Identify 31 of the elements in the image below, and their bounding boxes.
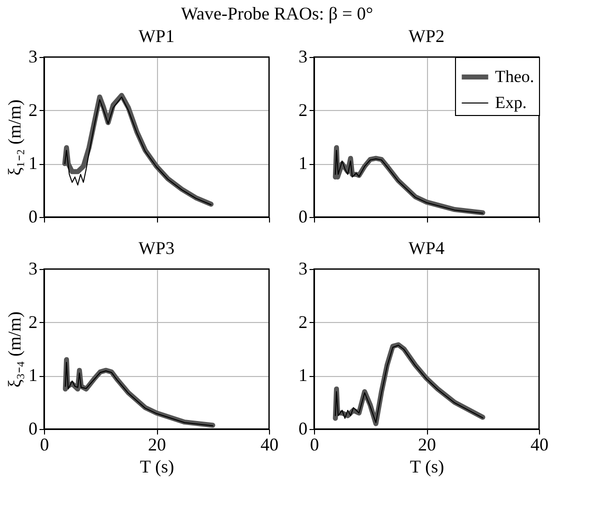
x-axis-title: T (s) xyxy=(410,456,444,476)
chart-title: WP2 xyxy=(408,26,444,46)
x-tick-label: 40 xyxy=(260,434,278,454)
y-tick-label: 2 xyxy=(298,312,308,332)
y-tick-label: 0 xyxy=(28,418,38,438)
y-tick-label: 1 xyxy=(298,153,308,174)
y-axis-title: ξ₃₋₄ (m/m) xyxy=(4,311,24,388)
y-tick-label: 3 xyxy=(298,258,308,278)
x-tick-label: 40 xyxy=(530,434,548,454)
y-tick-label: 0 xyxy=(298,206,308,226)
chart-title: WP3 xyxy=(138,238,174,258)
text: Wave-Probe RAOs: β = 0° xyxy=(180,4,374,24)
y-tick-label: 0 xyxy=(298,418,308,438)
chart-title: WP4 xyxy=(408,238,444,258)
y-tick-label: 0 xyxy=(28,206,38,226)
chart-title: WP1 xyxy=(138,26,174,46)
x-tick-label: 20 xyxy=(148,434,166,454)
legend-label: Exp. xyxy=(495,93,527,112)
y-tick-label: 2 xyxy=(298,100,308,120)
y-tick-label: 3 xyxy=(298,46,308,66)
legend-label: Theo. xyxy=(495,67,534,86)
y-tick-label: 3 xyxy=(28,46,38,66)
y-axis-title: ξ₁₋₂ (m/m) xyxy=(4,99,24,176)
y-tick-label: 3 xyxy=(28,258,38,278)
y-tick-label: 1 xyxy=(28,365,38,386)
y-tick-label: 2 xyxy=(28,312,38,332)
y-tick-label: 1 xyxy=(298,365,308,386)
x-axis-title: T (s) xyxy=(140,456,174,476)
y-tick-label: 1 xyxy=(28,153,38,174)
x-tick-label: 20 xyxy=(418,434,436,454)
y-tick-label: 2 xyxy=(28,100,38,120)
